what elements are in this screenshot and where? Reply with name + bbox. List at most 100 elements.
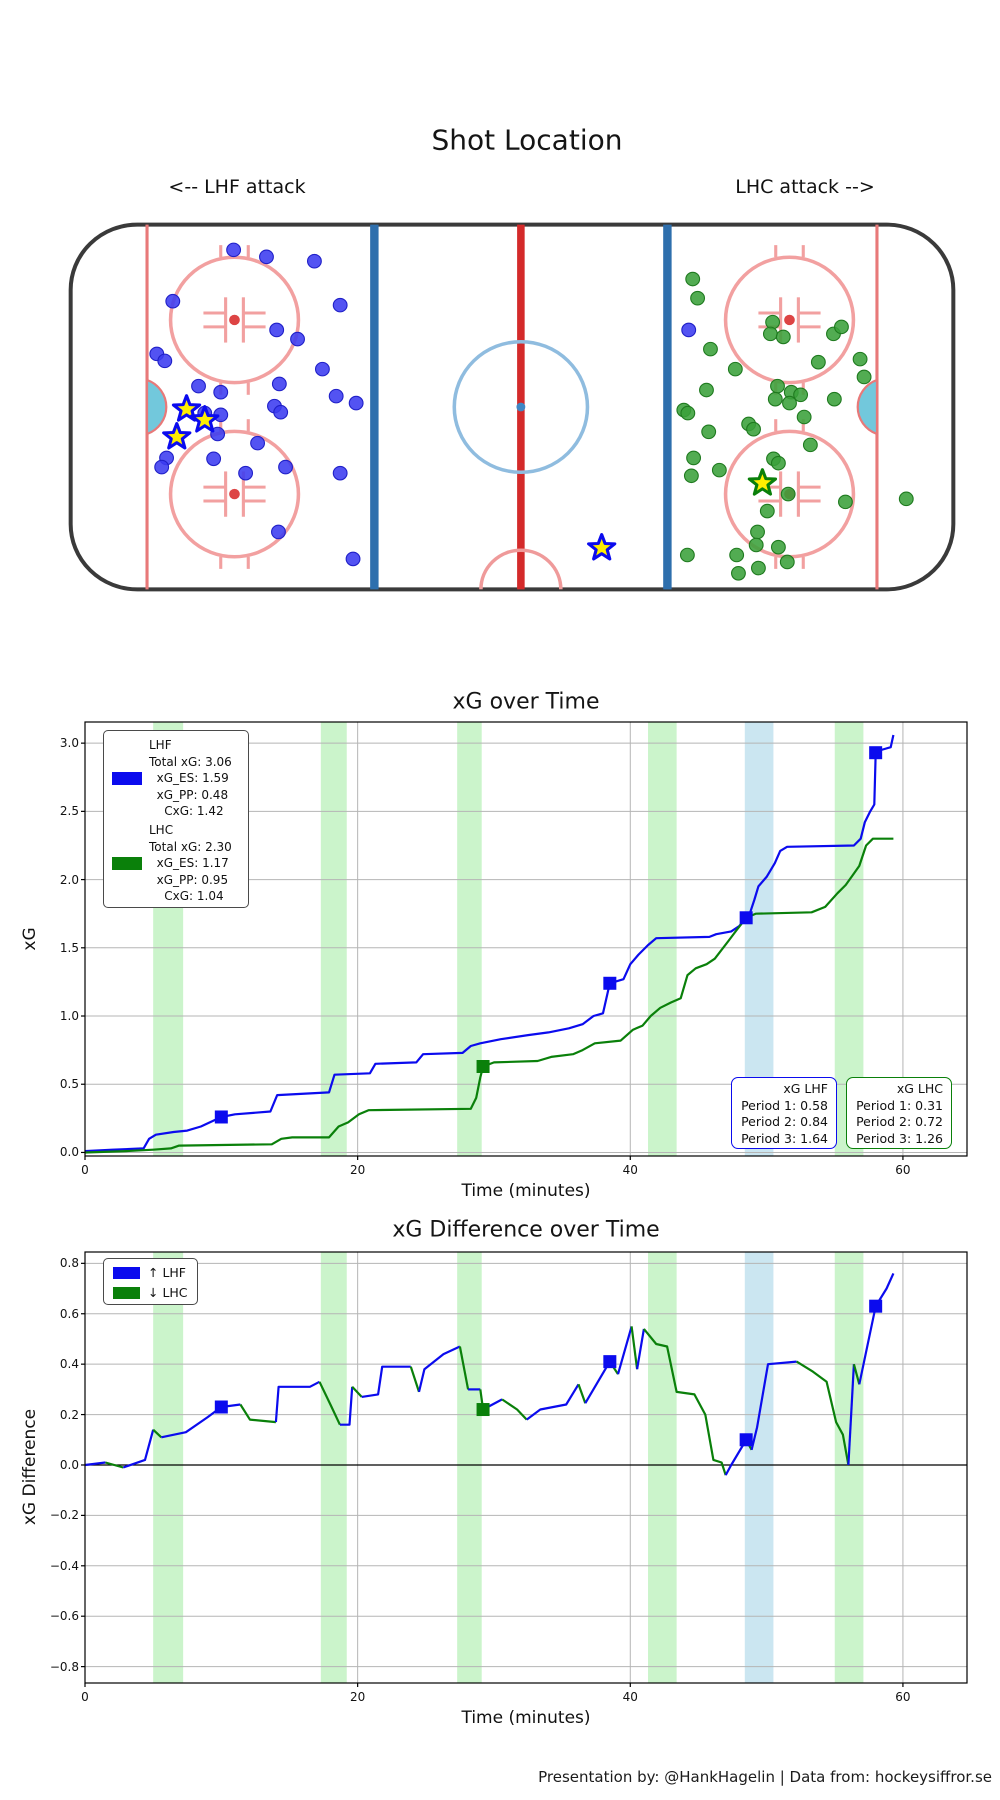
LHC-shots-marker <box>701 424 717 440</box>
LHF-shots-marker <box>259 249 274 265</box>
LHC-shots-marker <box>767 391 783 407</box>
LHC-shots-marker <box>680 405 696 421</box>
LHF-shots-marker <box>271 524 286 540</box>
lhc-attack-direction-label: LHC attack --> <box>735 176 875 198</box>
xg-lhf-period-box: xG LHF Period 1: 0.58 Period 2: 0.84 Per… <box>731 1077 837 1149</box>
ytick-label: −0.4 <box>49 1558 79 1573</box>
LHF-shots-marker <box>213 384 229 400</box>
lhf-period3-value: Period 3: 1.64 <box>741 1130 828 1146</box>
lhf-period2-value: Period 2: 0.84 <box>741 1114 828 1129</box>
LHC-shots-marker <box>679 547 695 563</box>
LHC-shots-marker <box>826 391 842 407</box>
xg-diff-chart-ylabel: xG Difference <box>20 1408 40 1526</box>
LHF-shots-marker <box>345 551 361 567</box>
diff-line-segment <box>274 1380 321 1423</box>
credit-footer: Presentation by: @HankHagelin | Data fro… <box>538 1768 992 1786</box>
LHC-shots-marker <box>780 486 796 502</box>
goal-marker <box>476 1059 490 1073</box>
diff-line-segment <box>526 1383 580 1421</box>
LHC-shots-marker <box>727 361 743 377</box>
green-penalty-band <box>834 1252 864 1683</box>
green-penalty-band <box>457 722 482 1156</box>
ytick-label: 0.6 <box>59 1306 79 1321</box>
goal-marker <box>603 1355 617 1369</box>
xtick-label: 0 <box>81 1690 89 1704</box>
xtick-label: 20 <box>350 1163 366 1177</box>
LHC-shots-marker <box>711 462 727 478</box>
LHF-shots-marker <box>332 297 348 313</box>
green-penalty-band <box>320 722 347 1156</box>
ytick-label: 0.0 <box>59 1145 79 1160</box>
goal-marker <box>476 1403 490 1417</box>
lhf-legend-stats: LHF Total xG: 3.06 xG_ES: 1.59 xG_PP: 0.… <box>149 738 232 818</box>
LHF-shots-marker <box>157 353 173 369</box>
LHC-shots-marker <box>748 537 764 553</box>
goal-marker <box>869 746 883 760</box>
lhc-period1-value: Period 1: 0.31 <box>856 1097 943 1113</box>
LHC-shots-marker <box>770 455 786 471</box>
shot-location-title: Shot Location <box>431 123 623 157</box>
LHF-shots-marker <box>681 322 697 338</box>
diff-line-segment <box>152 1428 163 1439</box>
xg-diff-chart-title: xG Difference over Time <box>392 1217 660 1243</box>
lhc-down-swatch <box>113 1286 140 1299</box>
LHC-shots-marker <box>731 565 746 581</box>
xg-chart-legend: LHF Total xG: 3.06 xG_ES: 1.59 xG_PP: 0.… <box>103 730 249 908</box>
LHC-shots-marker <box>838 494 853 510</box>
ytick-label: 0.4 <box>59 1357 79 1372</box>
LHF-shots-marker <box>226 242 242 258</box>
diff-line-segment <box>847 1364 855 1466</box>
LHC-shots-marker <box>690 290 706 306</box>
LHC-goals-star <box>747 468 778 496</box>
xg-lhc-period-box-title: xG LHC <box>896 1081 943 1096</box>
xtick-label: 40 <box>622 1163 638 1177</box>
goal-marker <box>214 1400 228 1414</box>
xg-diff-chart-xlabel: Time (minutes) <box>461 1708 591 1728</box>
diff-line-segment <box>84 1461 106 1467</box>
LHF-shots-marker <box>328 388 344 404</box>
LHF-shots-marker <box>269 322 285 338</box>
lhc-down-label: ↓ LHC <box>148 1285 188 1300</box>
diff-line-segment <box>643 1328 727 1476</box>
LHF-shots-marker <box>278 459 293 475</box>
lhf-attack-direction-label: <-- LHF attack <box>168 176 306 198</box>
LHC-shots-marker <box>686 450 702 466</box>
goal-marker <box>214 1110 228 1124</box>
ytick-label: 1.5 <box>59 940 79 955</box>
ytick-label: 0.0 <box>59 1457 79 1472</box>
LHC-shots-marker <box>796 409 812 425</box>
diff-line-segment <box>458 1346 470 1390</box>
LHF-shots-marker <box>314 361 330 377</box>
LHC-shots-marker <box>793 387 809 403</box>
LHC-shots-marker <box>856 369 872 385</box>
goal-marker <box>869 1299 883 1313</box>
xg-chart-ylabel: xG <box>20 927 40 951</box>
LHC-shots-marker <box>703 341 718 357</box>
diff-line-segment <box>501 1398 528 1421</box>
diff-line-segment <box>636 1328 645 1370</box>
xg-difference-plot <box>81 1251 968 1687</box>
LHF-goals-star <box>171 394 202 422</box>
left-goal-crease <box>145 378 168 436</box>
lhf-color-swatch <box>112 771 142 785</box>
right-goal-crease <box>856 378 879 436</box>
ytick-label: −0.6 <box>49 1609 79 1624</box>
ytick-label: −0.2 <box>49 1508 79 1523</box>
goal-marker <box>739 911 753 925</box>
center-faceoff-circle <box>452 339 590 475</box>
referee-crease <box>479 548 563 590</box>
LHC-shots-marker <box>729 547 745 563</box>
LHC-shots-marker <box>852 351 868 367</box>
lhc-period2-value: Period 2: 0.72 <box>856 1114 943 1129</box>
green-penalty-band <box>320 1252 347 1683</box>
ytick-label: 2.5 <box>59 804 79 819</box>
LHC-shots-marker <box>782 395 797 411</box>
LHC-shots-marker <box>750 524 765 540</box>
diff-line-segment <box>724 1439 748 1476</box>
xg-chart-xlabel: Time (minutes) <box>461 1181 591 1201</box>
LHF-shots-marker <box>191 378 206 394</box>
LHC-shots-marker <box>810 354 826 370</box>
diff-line-segment <box>122 1429 155 1469</box>
LHF-shots-marker <box>348 395 364 411</box>
lhc-period3-value: Period 3: 1.26 <box>856 1130 943 1146</box>
